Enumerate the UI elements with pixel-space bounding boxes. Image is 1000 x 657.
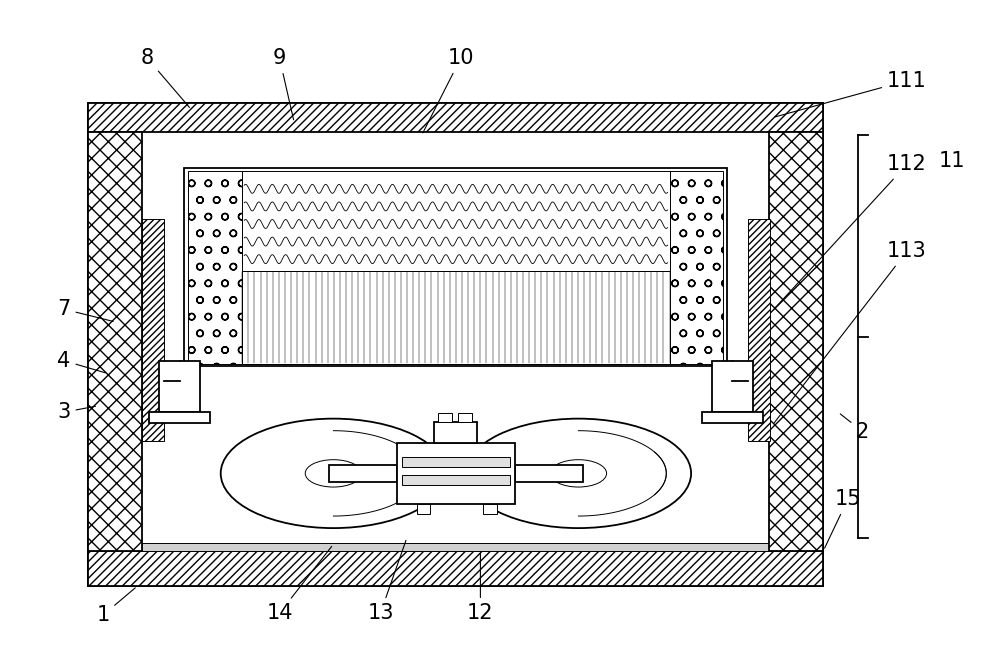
Bar: [328, 465, 397, 482]
Bar: [748, 219, 770, 442]
Text: 7: 7: [57, 299, 113, 321]
Ellipse shape: [305, 460, 362, 487]
Bar: [438, 413, 452, 422]
Bar: [88, 551, 823, 586]
Text: 14: 14: [266, 547, 332, 623]
Text: 8: 8: [141, 48, 189, 108]
Bar: [149, 412, 210, 422]
Bar: [88, 103, 823, 132]
Ellipse shape: [550, 460, 607, 487]
Text: 112: 112: [774, 154, 927, 309]
Bar: [712, 361, 753, 412]
Ellipse shape: [466, 419, 691, 528]
Bar: [417, 504, 430, 514]
Bar: [142, 219, 164, 442]
Bar: [434, 422, 477, 443]
Text: 15: 15: [825, 489, 861, 548]
Text: 2: 2: [840, 414, 869, 442]
Bar: [402, 457, 510, 467]
Ellipse shape: [221, 419, 446, 528]
Bar: [769, 132, 823, 551]
Bar: [142, 543, 770, 551]
Bar: [402, 475, 510, 485]
Bar: [88, 103, 823, 586]
Bar: [159, 361, 200, 412]
Text: 111: 111: [775, 70, 927, 117]
Text: 113: 113: [774, 241, 927, 423]
Bar: [184, 168, 727, 367]
Bar: [242, 171, 670, 271]
Text: 4: 4: [57, 351, 105, 373]
Text: 9: 9: [273, 48, 294, 120]
Bar: [670, 171, 723, 364]
Text: 11: 11: [939, 151, 966, 171]
Bar: [483, 504, 497, 514]
Bar: [458, 413, 472, 422]
Bar: [88, 132, 142, 551]
Bar: [397, 443, 515, 504]
Text: 3: 3: [57, 402, 95, 422]
Bar: [188, 171, 242, 364]
Text: 13: 13: [367, 540, 406, 623]
Bar: [702, 412, 763, 422]
Text: 12: 12: [467, 553, 494, 623]
Text: 10: 10: [423, 48, 474, 133]
Bar: [242, 271, 670, 364]
Text: 1: 1: [96, 588, 135, 625]
Bar: [515, 465, 583, 482]
